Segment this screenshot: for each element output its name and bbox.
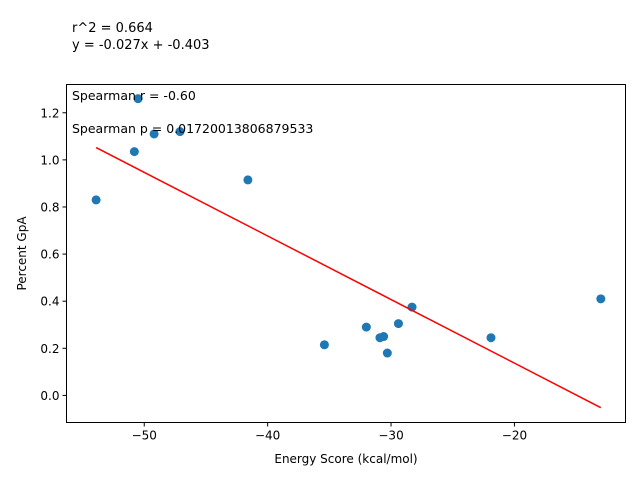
data-point (382, 348, 392, 358)
y-tick-label: 0.2 (40, 342, 59, 356)
y-tick-label: 0.4 (40, 295, 59, 309)
regression-line (95, 146, 602, 409)
y-tick-label: 0.6 (40, 248, 59, 262)
data-point (486, 333, 496, 343)
data-point (175, 127, 185, 137)
x-axis: −50 −40 −30 −20 (132, 422, 527, 443)
y-tick-label: 1.2 (40, 106, 59, 120)
y-tick-label: 0.0 (40, 389, 59, 403)
data-point (149, 129, 159, 139)
data-point (361, 322, 371, 332)
data-point (393, 319, 403, 329)
data-point (596, 294, 606, 304)
y-axis-label: Percent GpA (15, 216, 29, 291)
data-point (91, 195, 101, 205)
y-tick-label: 0.8 (40, 200, 59, 214)
x-tick-label: −50 (132, 429, 157, 443)
data-point (243, 175, 253, 185)
data-point (129, 147, 139, 157)
plot-frame (66, 84, 626, 423)
x-axis-label: Energy Score (kcal/mol) (274, 452, 417, 466)
y-tick-label: 1.0 (40, 153, 59, 167)
data-point (133, 94, 143, 104)
plot-marks (91, 94, 606, 409)
spearman-p-annotation: Spearman p = 0.01720013806879533 (72, 121, 313, 136)
spearman-r-annotation: Spearman r = -0.60 (72, 88, 196, 103)
regression-equation-text: y = -0.027x + -0.403 (72, 38, 210, 53)
x-tick-label: −40 (255, 429, 280, 443)
data-point (319, 340, 329, 350)
x-tick-label: −30 (378, 429, 403, 443)
data-point (379, 332, 389, 342)
x-tick-label: −20 (502, 429, 527, 443)
y-axis: 0.0 0.2 0.4 0.6 0.8 1.0 1.2 (40, 106, 67, 403)
r-squared-text: r^2 = 0.664 (72, 21, 153, 36)
